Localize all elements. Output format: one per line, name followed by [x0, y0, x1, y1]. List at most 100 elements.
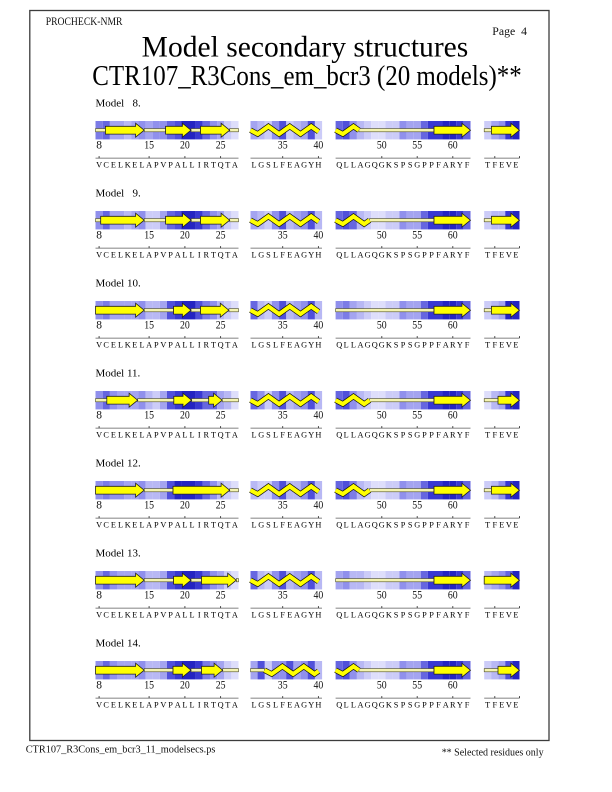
svg-text:G: G	[258, 251, 264, 260]
svg-text:L: L	[273, 611, 278, 620]
svg-text:P: P	[401, 611, 406, 620]
svg-text:S: S	[408, 701, 413, 710]
svg-text:R: R	[204, 701, 210, 710]
svg-text:K: K	[386, 251, 392, 260]
svg-text:50: 50	[377, 139, 387, 151]
svg-text:A: A	[358, 521, 364, 530]
svg-text:Model 11.: Model 11.	[96, 367, 141, 379]
svg-text:55: 55	[412, 679, 422, 691]
svg-text:A: A	[294, 161, 300, 170]
svg-text:S: S	[394, 341, 399, 350]
svg-text:P: P	[429, 161, 434, 170]
svg-text:P: P	[401, 701, 406, 710]
svg-text:A: A	[146, 521, 152, 530]
svg-text:25: 25	[216, 679, 226, 691]
svg-text:V: V	[160, 521, 166, 530]
svg-text:60: 60	[448, 409, 458, 421]
svg-text:V: V	[160, 251, 166, 260]
svg-text:S: S	[408, 431, 413, 440]
svg-text:G: G	[414, 521, 420, 530]
svg-text:Q: Q	[218, 251, 224, 260]
svg-text:H: H	[315, 161, 321, 170]
svg-text:G: G	[365, 161, 371, 170]
svg-text:Page 4: Page 4	[492, 24, 527, 38]
svg-text:Y: Y	[308, 611, 314, 620]
svg-text:G: G	[301, 701, 307, 710]
svg-text:K: K	[386, 431, 392, 440]
svg-text:G: G	[301, 521, 307, 530]
svg-text:P: P	[429, 521, 434, 530]
svg-text:50: 50	[377, 409, 387, 421]
svg-text:Q: Q	[372, 701, 378, 710]
svg-text:L: L	[118, 341, 123, 350]
svg-text:E: E	[513, 161, 518, 170]
svg-text:A: A	[232, 521, 238, 530]
svg-text:Model 10.: Model 10.	[96, 277, 141, 289]
svg-text:L: L	[118, 521, 123, 530]
svg-text:R: R	[450, 341, 456, 350]
svg-text:L: L	[139, 341, 144, 350]
svg-text:F: F	[465, 611, 470, 620]
svg-text:R: R	[450, 521, 456, 530]
svg-text:Q: Q	[218, 521, 224, 530]
svg-text:Q: Q	[336, 341, 342, 350]
svg-text:P: P	[422, 611, 427, 620]
svg-text:Q: Q	[336, 251, 342, 260]
svg-text:G: G	[414, 431, 420, 440]
svg-text:K: K	[386, 701, 392, 710]
svg-text:L: L	[252, 251, 257, 260]
svg-text:K: K	[125, 251, 131, 260]
svg-text:Q: Q	[218, 161, 224, 170]
svg-text:L: L	[273, 521, 278, 530]
svg-text:G: G	[258, 431, 264, 440]
svg-text:T: T	[485, 431, 490, 440]
svg-text:40: 40	[314, 409, 324, 421]
svg-text:L: L	[182, 431, 187, 440]
svg-text:A: A	[146, 251, 152, 260]
svg-text:I: I	[198, 161, 201, 170]
svg-text:Y: Y	[457, 521, 463, 530]
svg-text:F: F	[280, 161, 285, 170]
svg-text:G: G	[365, 251, 371, 260]
svg-text:P: P	[401, 341, 406, 350]
svg-text:F: F	[280, 431, 285, 440]
svg-text:H: H	[315, 701, 321, 710]
svg-text:P: P	[429, 251, 434, 260]
svg-text:C: C	[103, 251, 109, 260]
svg-text:A: A	[358, 251, 364, 260]
svg-text:35: 35	[278, 319, 288, 331]
svg-text:Q: Q	[336, 431, 342, 440]
svg-text:L: L	[118, 611, 123, 620]
svg-text:E: E	[499, 521, 504, 530]
svg-text:A: A	[294, 431, 300, 440]
svg-text:L: L	[189, 431, 194, 440]
svg-text:T: T	[211, 251, 216, 260]
svg-text:F: F	[465, 341, 470, 350]
svg-text:G: G	[258, 611, 264, 620]
svg-text:R: R	[204, 611, 210, 620]
svg-text:P: P	[422, 161, 427, 170]
svg-text:T: T	[485, 701, 490, 710]
svg-text:Q: Q	[218, 341, 224, 350]
svg-text:E: E	[287, 611, 292, 620]
svg-text:P: P	[422, 521, 427, 530]
svg-text:Model secondary structures: Model secondary structures	[142, 31, 469, 63]
svg-text:L: L	[344, 431, 349, 440]
svg-text:T: T	[211, 611, 216, 620]
svg-text:L: L	[344, 611, 349, 620]
svg-text:E: E	[513, 521, 518, 530]
svg-text:H: H	[315, 521, 321, 530]
svg-text:G: G	[379, 431, 385, 440]
svg-text:L: L	[189, 341, 194, 350]
svg-text:P: P	[429, 611, 434, 620]
svg-text:L: L	[344, 521, 349, 530]
svg-text:L: L	[273, 341, 278, 350]
svg-text:L: L	[118, 161, 123, 170]
svg-text:E: E	[132, 161, 137, 170]
svg-text:Q: Q	[336, 161, 342, 170]
svg-text:L: L	[252, 611, 257, 620]
svg-text:L: L	[118, 251, 123, 260]
svg-text:40: 40	[314, 679, 324, 691]
svg-text:L: L	[351, 701, 356, 710]
svg-text:F: F	[436, 161, 441, 170]
